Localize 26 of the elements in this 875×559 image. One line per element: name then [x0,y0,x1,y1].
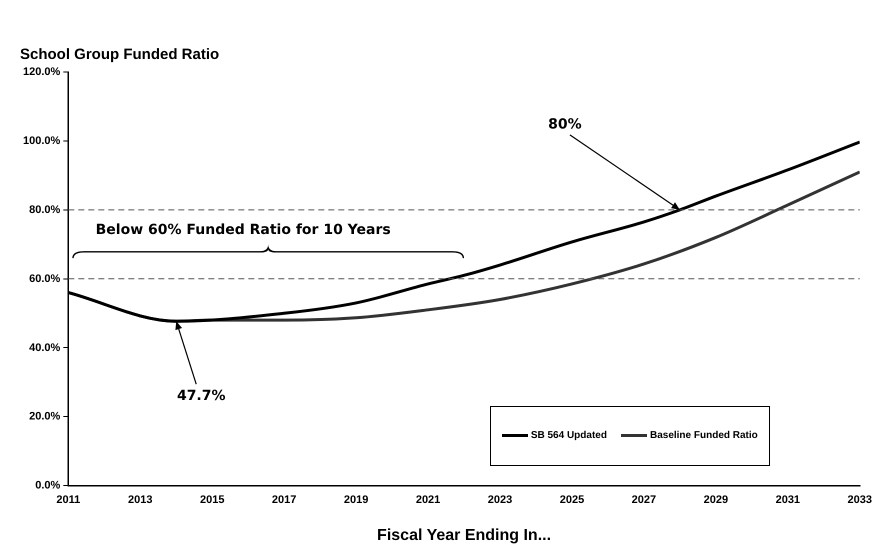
x-tick-label: 2011 [56,494,80,506]
x-tick-label: 2017 [272,494,296,506]
y-tick-label: 100.0% [22,134,61,147]
x-axis-title: Fiscal Year Ending In... [377,526,552,544]
chart-title: School Group Funded Ratio [20,46,220,64]
y-tick-label: 20.0% [29,410,61,423]
x-tick-label: 2019 [344,494,368,506]
x-tick-label: 2025 [560,494,584,506]
x-tick-label: 2033 [848,494,872,506]
x-tick-label: 2021 [416,494,440,506]
legend-label: Baseline Funded Ratio [650,430,758,442]
y-tick-label: 60.0% [29,272,61,285]
x-tick-label: 2027 [632,494,656,506]
x-tick-label: 2031 [776,494,800,506]
y-tick-label: 40.0% [29,342,61,354]
x-tick-label: 2029 [704,494,728,506]
annotation: 47.7% [176,388,226,404]
x-tick-label: 2013 [128,494,152,506]
y-tick-label: 80.0% [29,204,61,216]
y-tick-label: 120.0% [22,66,61,78]
y-tick-label: 0.0% [35,480,61,492]
annotation: 80% [548,116,582,133]
x-tick-label: 2015 [200,494,224,506]
annotation: Below 60% Funded Ratio for 10 Years [96,222,391,238]
x-tick-label: 2023 [488,494,512,506]
legend-label: SB 564 Updated [530,430,607,442]
